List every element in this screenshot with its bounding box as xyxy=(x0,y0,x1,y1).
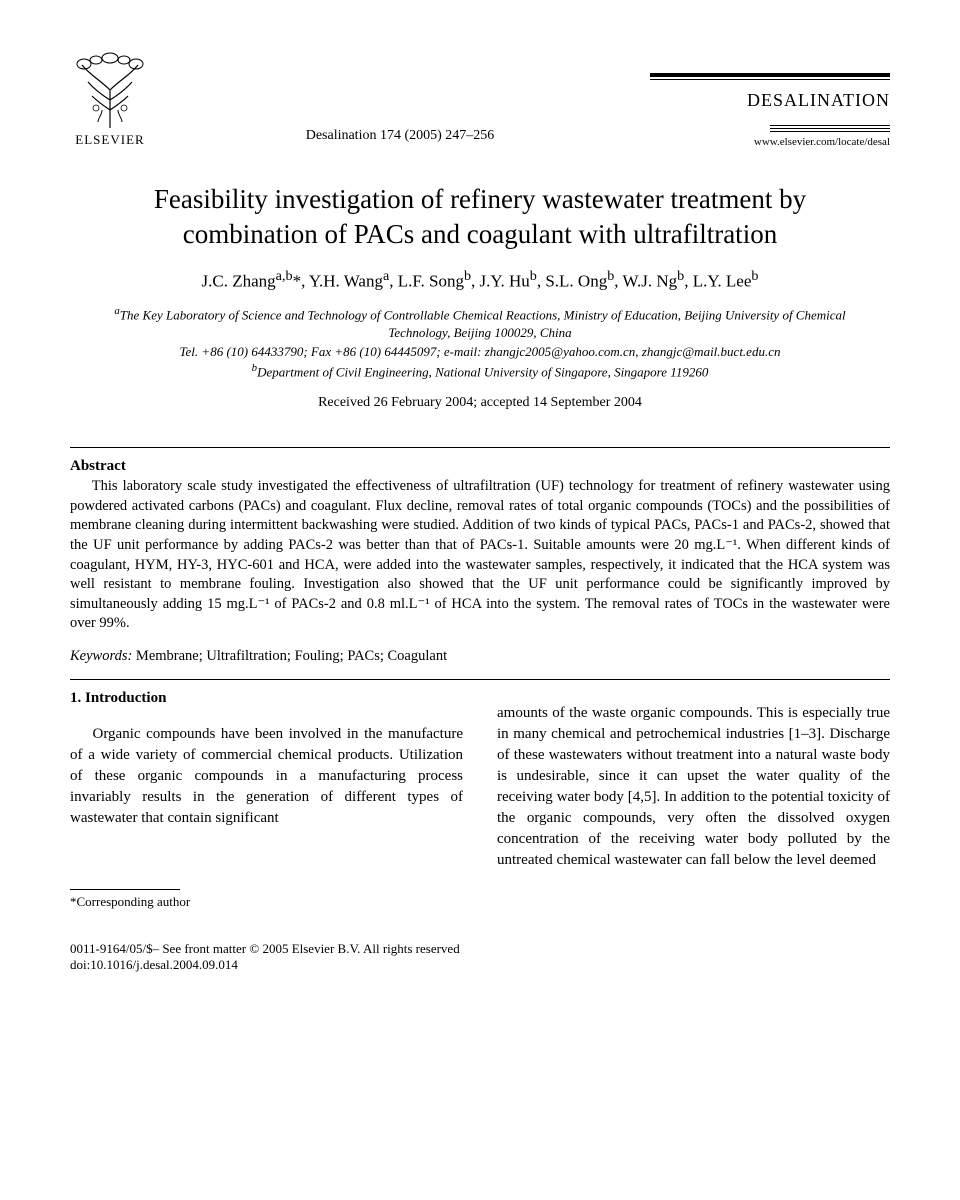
publisher-name: ELSEVIER xyxy=(75,132,144,148)
copyright-line: 0011-9164/05/$– See front matter © 2005 … xyxy=(70,941,890,957)
keywords-text: Membrane; Ultrafiltration; Fouling; PACs… xyxy=(132,648,447,664)
corresponding-text: *Corresponding author xyxy=(70,894,190,909)
publisher-logo-block: ELSEVIER xyxy=(70,50,150,148)
citation-text: Desalination 174 (2005) 247–256 xyxy=(150,128,650,144)
intro-paragraph-left: Organic compounds have been involved in … xyxy=(70,724,463,829)
authors-line: J.C. Zhanga,b*, Y.H. Wanga, L.F. Songb, … xyxy=(70,268,890,292)
journal-url: www.elsevier.com/locate/desal xyxy=(650,136,890,148)
affil-b-text: Department of Civil Engineering, Nationa… xyxy=(257,364,708,379)
keywords-line: Keywords: Membrane; Ultrafiltration; Fou… xyxy=(70,648,890,665)
citation-block: Desalination 174 (2005) 247–256 xyxy=(150,128,650,148)
brand-mini-rules xyxy=(650,125,890,134)
journal-brand-block: DESALINATION www.elsevier.com/locate/des… xyxy=(650,73,890,148)
divider-below-keywords xyxy=(70,679,890,680)
journal-name: DESALINATION xyxy=(650,90,890,111)
affil-a-text: The Key Laboratory of Science and Techno… xyxy=(120,307,846,340)
received-accepted-dates: Received 26 February 2004; accepted 14 S… xyxy=(70,395,890,411)
brand-rule-thick xyxy=(650,73,890,77)
brand-rule-thin xyxy=(650,79,890,80)
elsevier-tree-icon xyxy=(70,50,150,130)
body-columns: 1. Introduction Organic compounds have b… xyxy=(70,688,890,911)
keywords-label: Keywords: xyxy=(70,648,132,664)
article-title: Feasibility investigation of refinery wa… xyxy=(90,182,870,252)
page-root: ELSEVIER Desalination 174 (2005) 247–256… xyxy=(0,0,960,1013)
abstract-heading: Abstract xyxy=(70,458,890,475)
divider-above-abstract xyxy=(70,447,890,448)
abstract-text: This laboratory scale study investigated… xyxy=(70,477,890,634)
contact-line: Tel. +86 (10) 64433790; Fax +86 (10) 644… xyxy=(100,343,860,361)
corresponding-author-note: *Corresponding author xyxy=(70,889,463,911)
affiliation-a: aThe Key Laboratory of Science and Techn… xyxy=(100,304,860,343)
header-row: ELSEVIER Desalination 174 (2005) 247–256… xyxy=(70,50,890,148)
intro-paragraph-right: amounts of the waste organic compounds. … xyxy=(497,703,890,871)
affiliation-b: bDepartment of Civil Engineering, Nation… xyxy=(100,361,860,382)
right-column: amounts of the waste organic compounds. … xyxy=(497,688,890,911)
left-column: 1. Introduction Organic compounds have b… xyxy=(70,688,463,911)
section-1-heading: 1. Introduction xyxy=(70,688,463,709)
corresponding-rule xyxy=(70,889,180,890)
doi-line: doi:10.1016/j.desal.2004.09.014 xyxy=(70,957,890,973)
footer-block: 0011-9164/05/$– See front matter © 2005 … xyxy=(70,941,890,973)
